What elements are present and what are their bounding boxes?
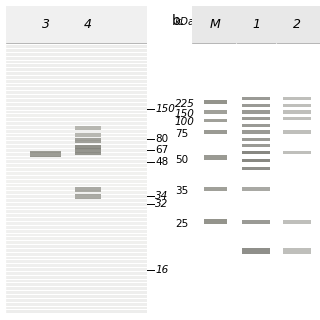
Bar <box>192 6 320 43</box>
Bar <box>242 117 270 120</box>
Text: 4: 4 <box>84 18 92 31</box>
Bar <box>204 119 227 122</box>
Bar <box>76 145 101 150</box>
Bar <box>283 151 311 154</box>
Text: 80: 80 <box>155 134 168 144</box>
Bar <box>242 248 270 254</box>
Text: 35: 35 <box>175 186 188 196</box>
Text: 75: 75 <box>175 129 188 139</box>
Text: 3: 3 <box>42 18 50 31</box>
Bar <box>283 130 311 134</box>
Text: 25: 25 <box>175 220 188 229</box>
Bar <box>242 110 270 114</box>
Bar <box>242 97 270 100</box>
Bar <box>283 97 311 100</box>
Text: 2: 2 <box>293 18 301 31</box>
Bar <box>283 104 311 107</box>
Text: 50: 50 <box>175 155 188 164</box>
Bar <box>204 100 227 104</box>
Text: 48: 48 <box>155 157 169 167</box>
Bar <box>283 220 311 224</box>
Bar <box>204 219 227 224</box>
Bar <box>242 187 270 191</box>
Text: 1: 1 <box>252 18 260 31</box>
Bar <box>283 248 311 254</box>
Bar <box>76 138 101 143</box>
Bar <box>76 133 101 137</box>
Text: b.: b. <box>172 14 185 28</box>
Text: kDa: kDa <box>175 17 195 27</box>
Bar <box>283 117 311 120</box>
Text: M: M <box>210 18 220 31</box>
Bar <box>76 150 101 156</box>
Bar <box>76 194 101 199</box>
Bar <box>204 155 227 159</box>
Bar <box>6 6 147 43</box>
Bar <box>30 151 61 157</box>
Bar <box>242 220 270 224</box>
Bar <box>242 130 270 134</box>
Text: 32: 32 <box>155 199 169 209</box>
Bar <box>283 110 311 114</box>
Bar <box>242 167 270 170</box>
Bar <box>204 187 227 191</box>
Bar <box>242 138 270 140</box>
Text: 150: 150 <box>155 105 175 115</box>
Bar <box>204 130 227 134</box>
Text: 67: 67 <box>155 145 169 155</box>
Bar <box>242 124 270 127</box>
Bar <box>76 126 101 130</box>
Bar <box>242 158 270 162</box>
Text: 225: 225 <box>175 99 195 109</box>
Bar <box>242 151 270 154</box>
Text: 100: 100 <box>175 117 195 127</box>
Text: 16: 16 <box>155 265 169 275</box>
Bar <box>76 187 101 192</box>
Text: 150: 150 <box>175 108 195 118</box>
Bar <box>204 110 227 114</box>
Bar <box>242 144 270 147</box>
Text: 34: 34 <box>155 191 169 201</box>
Bar <box>242 104 270 107</box>
